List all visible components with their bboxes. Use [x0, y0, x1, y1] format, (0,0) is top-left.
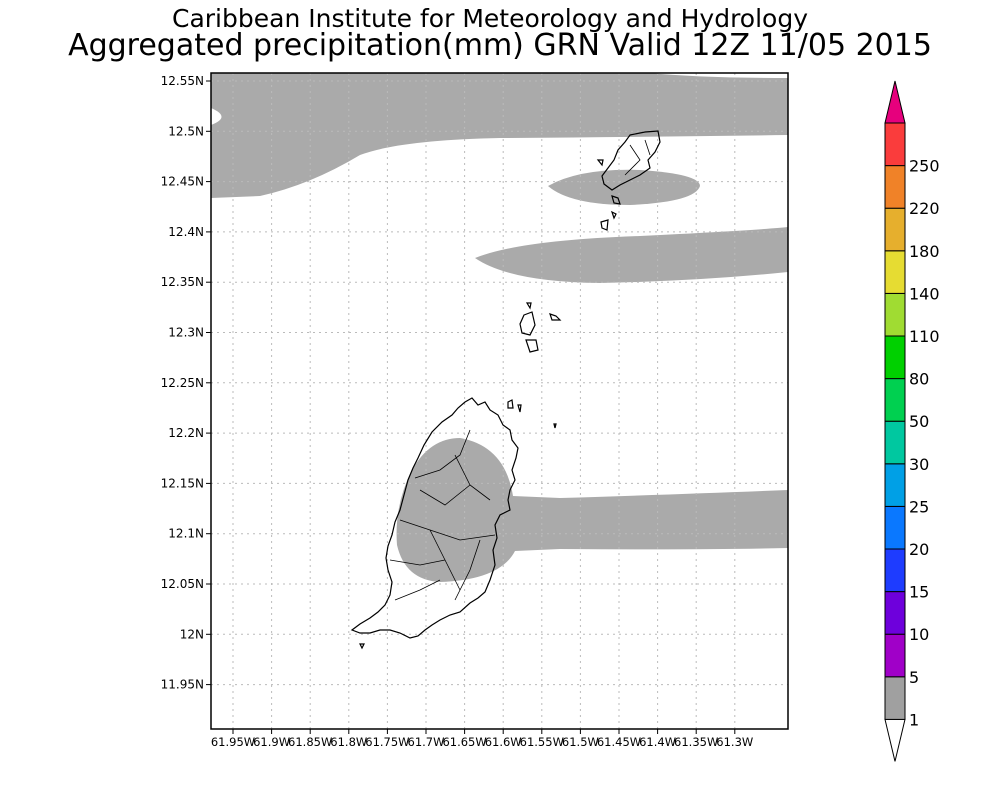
- plot-frame: [210, 72, 789, 730]
- grenada-parish-line-7: [454, 539, 481, 601]
- colorbar-swatch: [884, 505, 906, 550]
- x-tick-label: 61.6W: [485, 735, 522, 749]
- islet-l: [359, 643, 365, 650]
- grenada-parish-line-8: [394, 579, 441, 601]
- x-tick-label: 61.55W: [520, 735, 564, 749]
- islet-j: [517, 404, 522, 413]
- islet-f: [525, 339, 539, 353]
- carriacou-detail: [624, 139, 651, 176]
- islet-e: [519, 311, 536, 336]
- y-tick-label: 12.1N: [168, 527, 204, 541]
- x-tick-label: 61.85W: [288, 735, 332, 749]
- precipitation-shading: [211, 73, 788, 582]
- colorbar-swatch: [884, 122, 906, 167]
- colorbar-label: 80: [909, 370, 929, 389]
- x-tick-label: 61.4W: [639, 735, 676, 749]
- y-tick-label: 12.4N: [168, 225, 204, 239]
- y-tick-label: 12.45N: [161, 175, 204, 189]
- coastline-grenada: [350, 397, 519, 639]
- y-tick-label: 12N: [180, 627, 204, 641]
- title-line-1: Caribbean Institute for Meteorology and …: [172, 4, 808, 33]
- x-tick-label: 61.3W: [716, 735, 753, 749]
- x-tick-label: 61.65W: [442, 735, 486, 749]
- x-tick-label: 61.7W: [408, 735, 445, 749]
- islet-k: [553, 423, 557, 429]
- colorbar-swatch: [884, 676, 906, 720]
- x-tick-label: 61.95W: [211, 735, 255, 749]
- y-tick-label: 12.3N: [168, 326, 204, 340]
- x-tick-label: 61.75W: [365, 735, 409, 749]
- colorbar-label: 10: [909, 625, 929, 644]
- precip-band-north: [211, 73, 788, 198]
- y-tick-label: 12.05N: [161, 577, 204, 591]
- colorbar-label: 50: [909, 412, 929, 431]
- x-tick-label: 61.45W: [597, 735, 641, 749]
- colorbar-swatch: [884, 378, 906, 422]
- colorbar-label: 250: [909, 157, 940, 176]
- grenada-parish-line-5: [414, 429, 471, 479]
- x-tick-label: 61.8W: [330, 735, 367, 749]
- colorbar-triangle-bottom: [884, 718, 906, 762]
- colorbar-swatch: [884, 165, 906, 209]
- colorbar-swatch: [884, 335, 906, 380]
- precip-blob-carriacou: [548, 169, 700, 205]
- y-tick-label: 11.95N: [161, 678, 204, 692]
- islet-d: [596, 159, 604, 167]
- islet-i: [507, 399, 514, 409]
- colorbar-swatch: [884, 292, 906, 337]
- title-line-2: Aggregated precipitation(mm) GRN Valid 1…: [68, 28, 932, 63]
- grid-lines: [211, 73, 788, 729]
- x-tick-label: 61.9W: [253, 735, 290, 749]
- precip-blob-grenada: [396, 438, 788, 582]
- colorbar-label: 5: [909, 668, 919, 687]
- colorbar-label: 180: [909, 242, 940, 261]
- islet-a: [611, 195, 621, 205]
- coastline-islets: [359, 130, 661, 650]
- y-tick-label: 12.2N: [168, 426, 204, 440]
- colorbar-label: 25: [909, 497, 929, 516]
- islet-h: [525, 302, 532, 310]
- colorbar-label: 15: [909, 583, 929, 602]
- islet-b: [600, 219, 609, 231]
- y-axis: 12.55N 12.5N 12.45N 12.4N 12.35N 12.3N 12.25N 1…: [161, 74, 211, 692]
- colorbar-swatch: [884, 591, 906, 635]
- colorbar-swatch: [884, 207, 906, 252]
- colorbar-triangle-top: [884, 80, 906, 124]
- colorbar-swatch: [884, 548, 906, 593]
- colorbar-label: 30: [909, 455, 929, 474]
- y-tick-label: 12.35N: [161, 275, 204, 289]
- x-axis: 61.95W61.9W61.85W61.8W61.75W61.7W61.65W6…: [211, 729, 753, 749]
- grenada-parish-line-6: [389, 559, 446, 566]
- y-tick-label: 12.25N: [161, 376, 204, 390]
- grenada-parish-line-2: [419, 484, 471, 506]
- precip-band-middle: [475, 227, 788, 283]
- grenada-parish-line-3: [399, 519, 496, 541]
- colorbar-label: 140: [909, 284, 940, 303]
- y-tick-label: 12.55N: [161, 74, 204, 88]
- colorbar-label: 1: [909, 710, 919, 729]
- y-tick-label: 12.15N: [161, 476, 204, 490]
- colorbar-swatch: [884, 463, 906, 507]
- grenada-island: [350, 397, 519, 639]
- colorbar-swatch: [884, 633, 906, 678]
- x-tick-label: 61.35W: [674, 735, 718, 749]
- carriacou-island: [601, 130, 661, 191]
- colorbar-swatch: [884, 420, 906, 465]
- colorbar-label: 220: [909, 199, 940, 218]
- y-tick-label: 12.5N: [168, 124, 204, 138]
- colorbar-label: 110: [909, 327, 940, 346]
- islet-g: [549, 313, 562, 321]
- colorbar-label: 20: [909, 540, 929, 559]
- colorbar-swatch: [884, 250, 906, 294]
- x-tick-label: 61.5W: [562, 735, 599, 749]
- islet-c: [610, 210, 617, 220]
